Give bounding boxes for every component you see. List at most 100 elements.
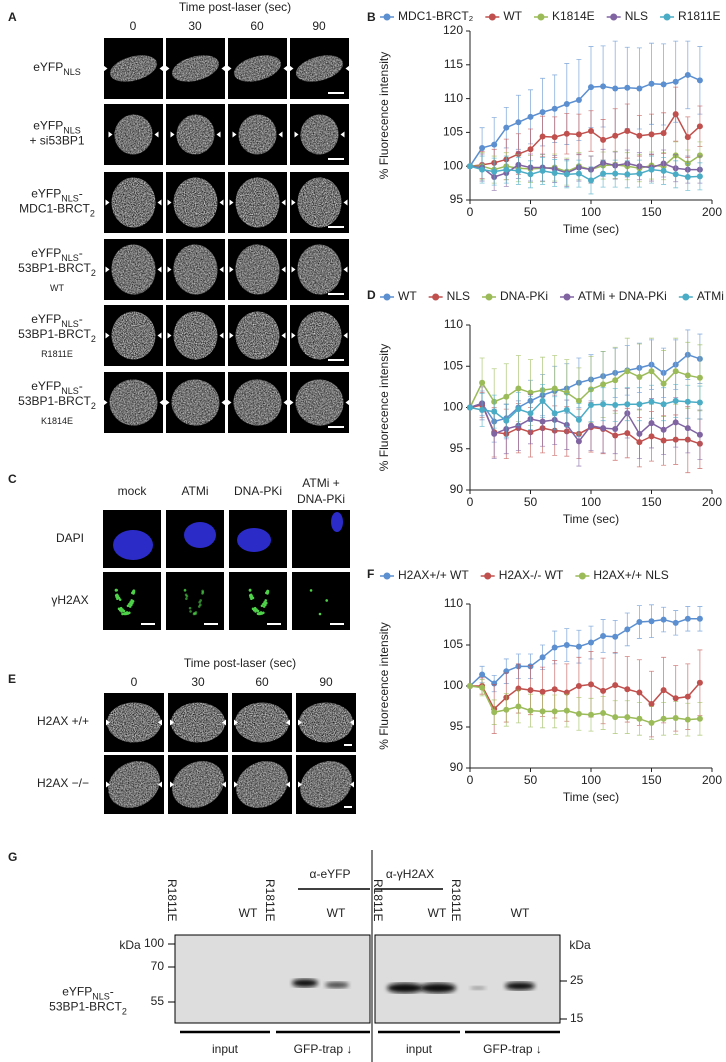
- y-tick-label: 95: [450, 719, 464, 733]
- foci: [126, 604, 130, 608]
- legend-marker: [432, 293, 440, 301]
- panel-letter: A: [8, 10, 17, 24]
- legend-label: NLS: [625, 9, 648, 23]
- data-point: [503, 166, 510, 173]
- data-point: [527, 410, 534, 417]
- micrograph: [292, 572, 350, 630]
- data-point: [684, 372, 691, 379]
- x-tick-label: 50: [524, 495, 538, 509]
- y-tick-label: 90: [450, 482, 464, 496]
- arrowhead: [167, 199, 172, 206]
- label-part: eYFP: [33, 119, 63, 133]
- label-line: 53BP1-BRCT2: [49, 1000, 127, 1017]
- foci: [201, 590, 205, 594]
- y-tick-label: 110: [444, 91, 463, 105]
- y-axis-title: % Fluorecence intensity: [377, 344, 391, 471]
- data-point: [672, 397, 679, 404]
- label-part: 2: [91, 401, 96, 411]
- foci: [198, 600, 201, 604]
- lane-label: R1811E: [263, 879, 277, 921]
- data-point: [527, 146, 534, 153]
- arrowhead: [103, 65, 108, 72]
- foci: [251, 596, 255, 600]
- label-part: eYFP: [62, 985, 92, 999]
- label-part: -: [79, 312, 83, 326]
- arrowhead: [291, 332, 296, 339]
- foci: [115, 588, 118, 592]
- label-part: 2: [91, 268, 96, 278]
- y-tick-label: 100: [443, 158, 463, 172]
- data-point: [588, 422, 594, 429]
- lane-label: WT: [327, 906, 346, 920]
- data-point: [648, 131, 655, 138]
- arrowhead: [157, 332, 162, 339]
- arrowhead: [103, 399, 108, 406]
- arrowhead: [106, 781, 110, 788]
- data-point: [575, 710, 582, 717]
- arrowhead: [343, 266, 348, 273]
- arrowhead: [281, 266, 286, 273]
- data-point: [600, 632, 607, 639]
- data-point: [551, 410, 558, 417]
- data-point: [696, 431, 703, 438]
- arrowhead: [216, 131, 221, 138]
- data-point: [612, 170, 619, 177]
- series-line: [469, 404, 701, 445]
- foci: [121, 612, 124, 616]
- foci: [185, 594, 189, 598]
- label-part: 53BP1-BRCT: [49, 1000, 122, 1014]
- data-point: [672, 111, 679, 118]
- foci: [117, 607, 121, 611]
- label-line: R1811E: [41, 349, 73, 359]
- y-tick-label: 100: [443, 400, 463, 414]
- foci: [265, 591, 268, 595]
- y-tick-label: 110: [444, 317, 463, 331]
- label-line: 53BP1-BRCT2: [18, 261, 96, 278]
- data-point: [672, 695, 679, 702]
- data-point: [684, 716, 691, 723]
- panel-letter: G: [8, 850, 17, 864]
- data-point: [539, 133, 546, 140]
- legend-marker: [383, 293, 391, 301]
- data-point: [648, 368, 655, 375]
- arrowhead: [105, 199, 110, 206]
- label-part: R1811E: [41, 349, 73, 359]
- data-point: [575, 397, 582, 404]
- lane-label: R1811E: [165, 879, 179, 921]
- label-part: -: [110, 985, 114, 999]
- foci: [188, 606, 192, 610]
- arrowhead: [219, 332, 224, 339]
- data-point: [551, 385, 558, 392]
- data-point: [612, 132, 619, 139]
- panel-title: Time post-laser (sec): [184, 656, 296, 670]
- x-tick-label: 0: [467, 205, 474, 219]
- data-point: [624, 171, 631, 178]
- data-point: [600, 136, 607, 143]
- label-part: NLS: [61, 319, 79, 329]
- data-point: [600, 170, 607, 177]
- arrowhead: [219, 266, 224, 273]
- data-point: [696, 123, 703, 130]
- arrowhead: [286, 719, 290, 726]
- y-tick-label: 95: [450, 441, 464, 455]
- data-point: [575, 170, 582, 177]
- arrowhead: [234, 719, 238, 726]
- data-point: [696, 615, 703, 622]
- group-label: GFP-trap ↓: [483, 1042, 542, 1056]
- nucleus: [111, 177, 156, 228]
- nucleus: [113, 530, 153, 560]
- data-point: [551, 644, 558, 651]
- arrowhead: [232, 131, 237, 138]
- data-point: [491, 430, 498, 437]
- nucleus: [237, 528, 271, 552]
- foci: [262, 602, 265, 606]
- foci: [131, 599, 135, 603]
- arrowhead: [221, 399, 226, 406]
- micrograph: [166, 572, 224, 630]
- label-part: + si53BP1: [29, 134, 84, 148]
- data-point: [648, 719, 655, 726]
- x-tick-label: 200: [702, 773, 722, 787]
- arrowhead: [343, 199, 348, 206]
- data-point: [624, 84, 631, 91]
- arrowhead: [234, 781, 238, 788]
